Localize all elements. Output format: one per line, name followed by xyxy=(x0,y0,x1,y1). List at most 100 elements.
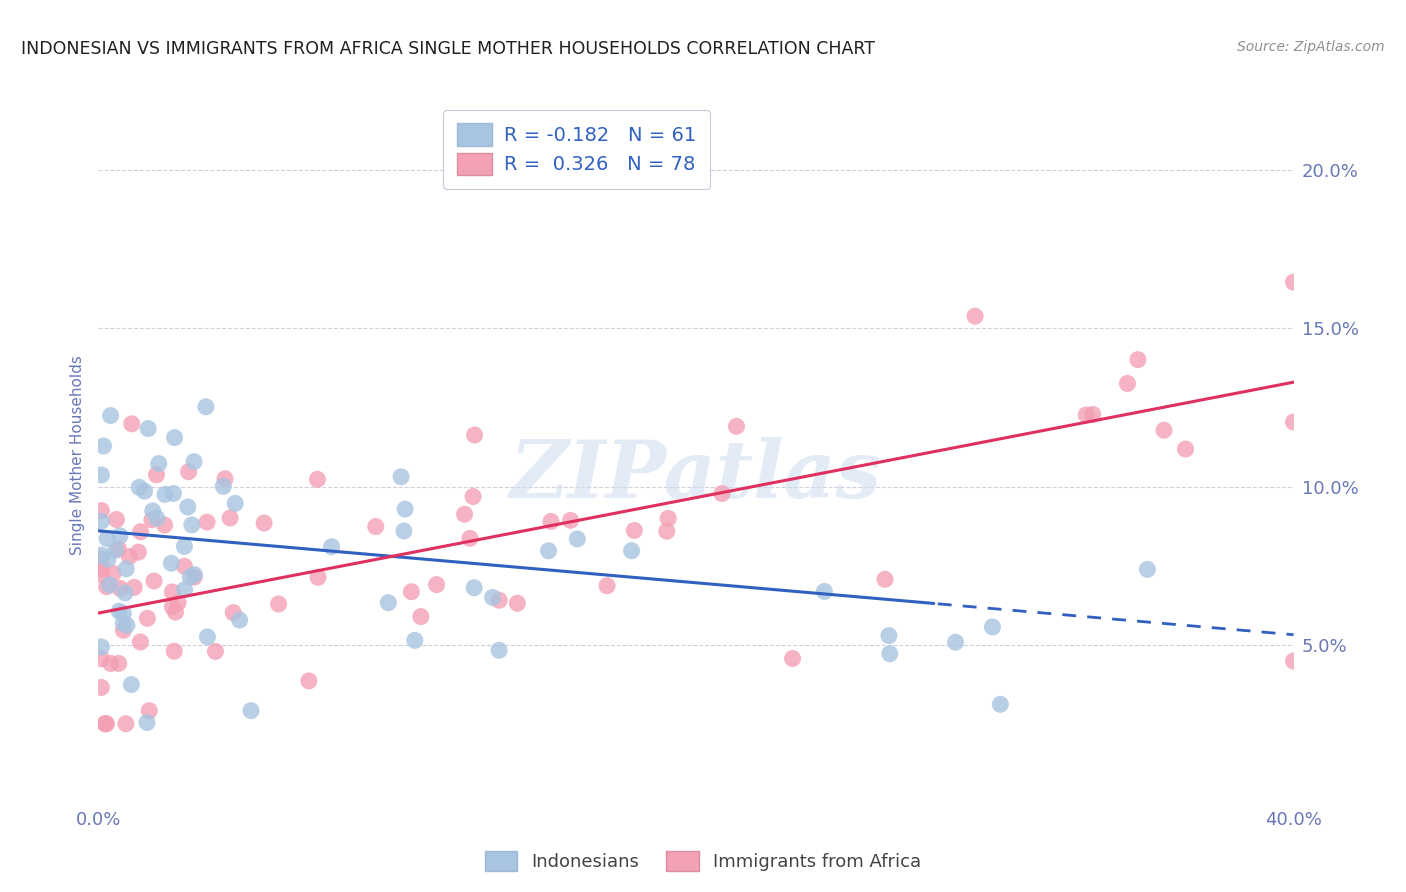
Point xyxy=(981,620,1004,634)
Point xyxy=(567,532,589,546)
Point xyxy=(103,566,125,581)
Point xyxy=(153,487,176,501)
Point xyxy=(657,511,679,525)
Point xyxy=(127,545,149,559)
Point xyxy=(129,635,152,649)
Point xyxy=(118,549,141,564)
Point xyxy=(100,409,122,423)
Point xyxy=(1153,423,1175,437)
Point xyxy=(394,502,416,516)
Point xyxy=(481,591,503,605)
Point xyxy=(162,585,184,599)
Point xyxy=(364,519,387,533)
Legend: Indonesians, Immigrants from Africa: Indonesians, Immigrants from Africa xyxy=(477,844,929,879)
Point xyxy=(228,613,250,627)
Point xyxy=(90,640,112,654)
Point xyxy=(90,552,112,566)
Point xyxy=(711,486,734,500)
Point xyxy=(463,581,485,595)
Point xyxy=(142,504,165,518)
Y-axis label: Single Mother Households: Single Mother Households xyxy=(69,355,84,555)
Point xyxy=(163,431,186,445)
Point xyxy=(96,532,118,546)
Point xyxy=(537,543,560,558)
Point xyxy=(160,556,183,570)
Point xyxy=(453,508,475,522)
Point xyxy=(121,417,143,431)
Point xyxy=(401,584,423,599)
Point xyxy=(1282,654,1305,668)
Point xyxy=(173,540,195,554)
Point xyxy=(98,578,121,592)
Point xyxy=(90,651,112,665)
Point xyxy=(298,673,321,688)
Point xyxy=(115,618,138,632)
Point xyxy=(782,651,804,665)
Point xyxy=(141,513,163,527)
Point xyxy=(163,644,186,658)
Point xyxy=(389,470,412,484)
Point xyxy=(222,606,245,620)
Point xyxy=(204,644,226,658)
Point xyxy=(115,716,138,731)
Point xyxy=(136,421,159,435)
Point xyxy=(179,570,201,584)
Point xyxy=(173,582,195,597)
Point xyxy=(307,570,329,584)
Point xyxy=(146,511,169,525)
Point xyxy=(165,605,187,619)
Point xyxy=(321,540,343,554)
Point xyxy=(112,616,135,631)
Point xyxy=(307,472,329,486)
Point xyxy=(177,465,200,479)
Point xyxy=(128,480,150,494)
Point xyxy=(153,518,176,533)
Point xyxy=(143,574,166,588)
Point xyxy=(214,472,236,486)
Point xyxy=(90,562,112,576)
Point xyxy=(813,584,835,599)
Point xyxy=(1282,415,1305,429)
Point xyxy=(148,457,170,471)
Point xyxy=(180,517,202,532)
Point xyxy=(105,512,128,526)
Point xyxy=(219,511,242,525)
Point xyxy=(224,496,246,510)
Point xyxy=(90,467,112,482)
Point xyxy=(94,716,117,731)
Point xyxy=(112,624,135,638)
Point xyxy=(945,635,967,649)
Point xyxy=(183,455,205,469)
Point xyxy=(197,630,219,644)
Point xyxy=(877,629,900,643)
Point xyxy=(129,524,152,539)
Point xyxy=(90,567,112,582)
Point xyxy=(90,514,112,528)
Point xyxy=(90,548,112,562)
Point xyxy=(464,428,486,442)
Point xyxy=(136,611,159,625)
Point xyxy=(194,400,217,414)
Point xyxy=(623,524,645,538)
Point xyxy=(120,677,142,691)
Point xyxy=(409,609,432,624)
Point xyxy=(965,309,987,323)
Point xyxy=(93,439,115,453)
Point xyxy=(183,567,205,582)
Point xyxy=(108,582,131,596)
Point xyxy=(114,586,136,600)
Point xyxy=(90,681,112,695)
Point xyxy=(392,524,415,538)
Point xyxy=(177,500,200,514)
Point xyxy=(1126,352,1149,367)
Point xyxy=(138,704,160,718)
Point xyxy=(1282,275,1305,289)
Point xyxy=(461,490,484,504)
Point xyxy=(506,596,529,610)
Text: ZIPatlas: ZIPatlas xyxy=(510,437,882,515)
Point xyxy=(122,580,145,594)
Point xyxy=(107,657,129,671)
Point xyxy=(458,532,481,546)
Point xyxy=(873,572,896,586)
Point xyxy=(1174,442,1197,456)
